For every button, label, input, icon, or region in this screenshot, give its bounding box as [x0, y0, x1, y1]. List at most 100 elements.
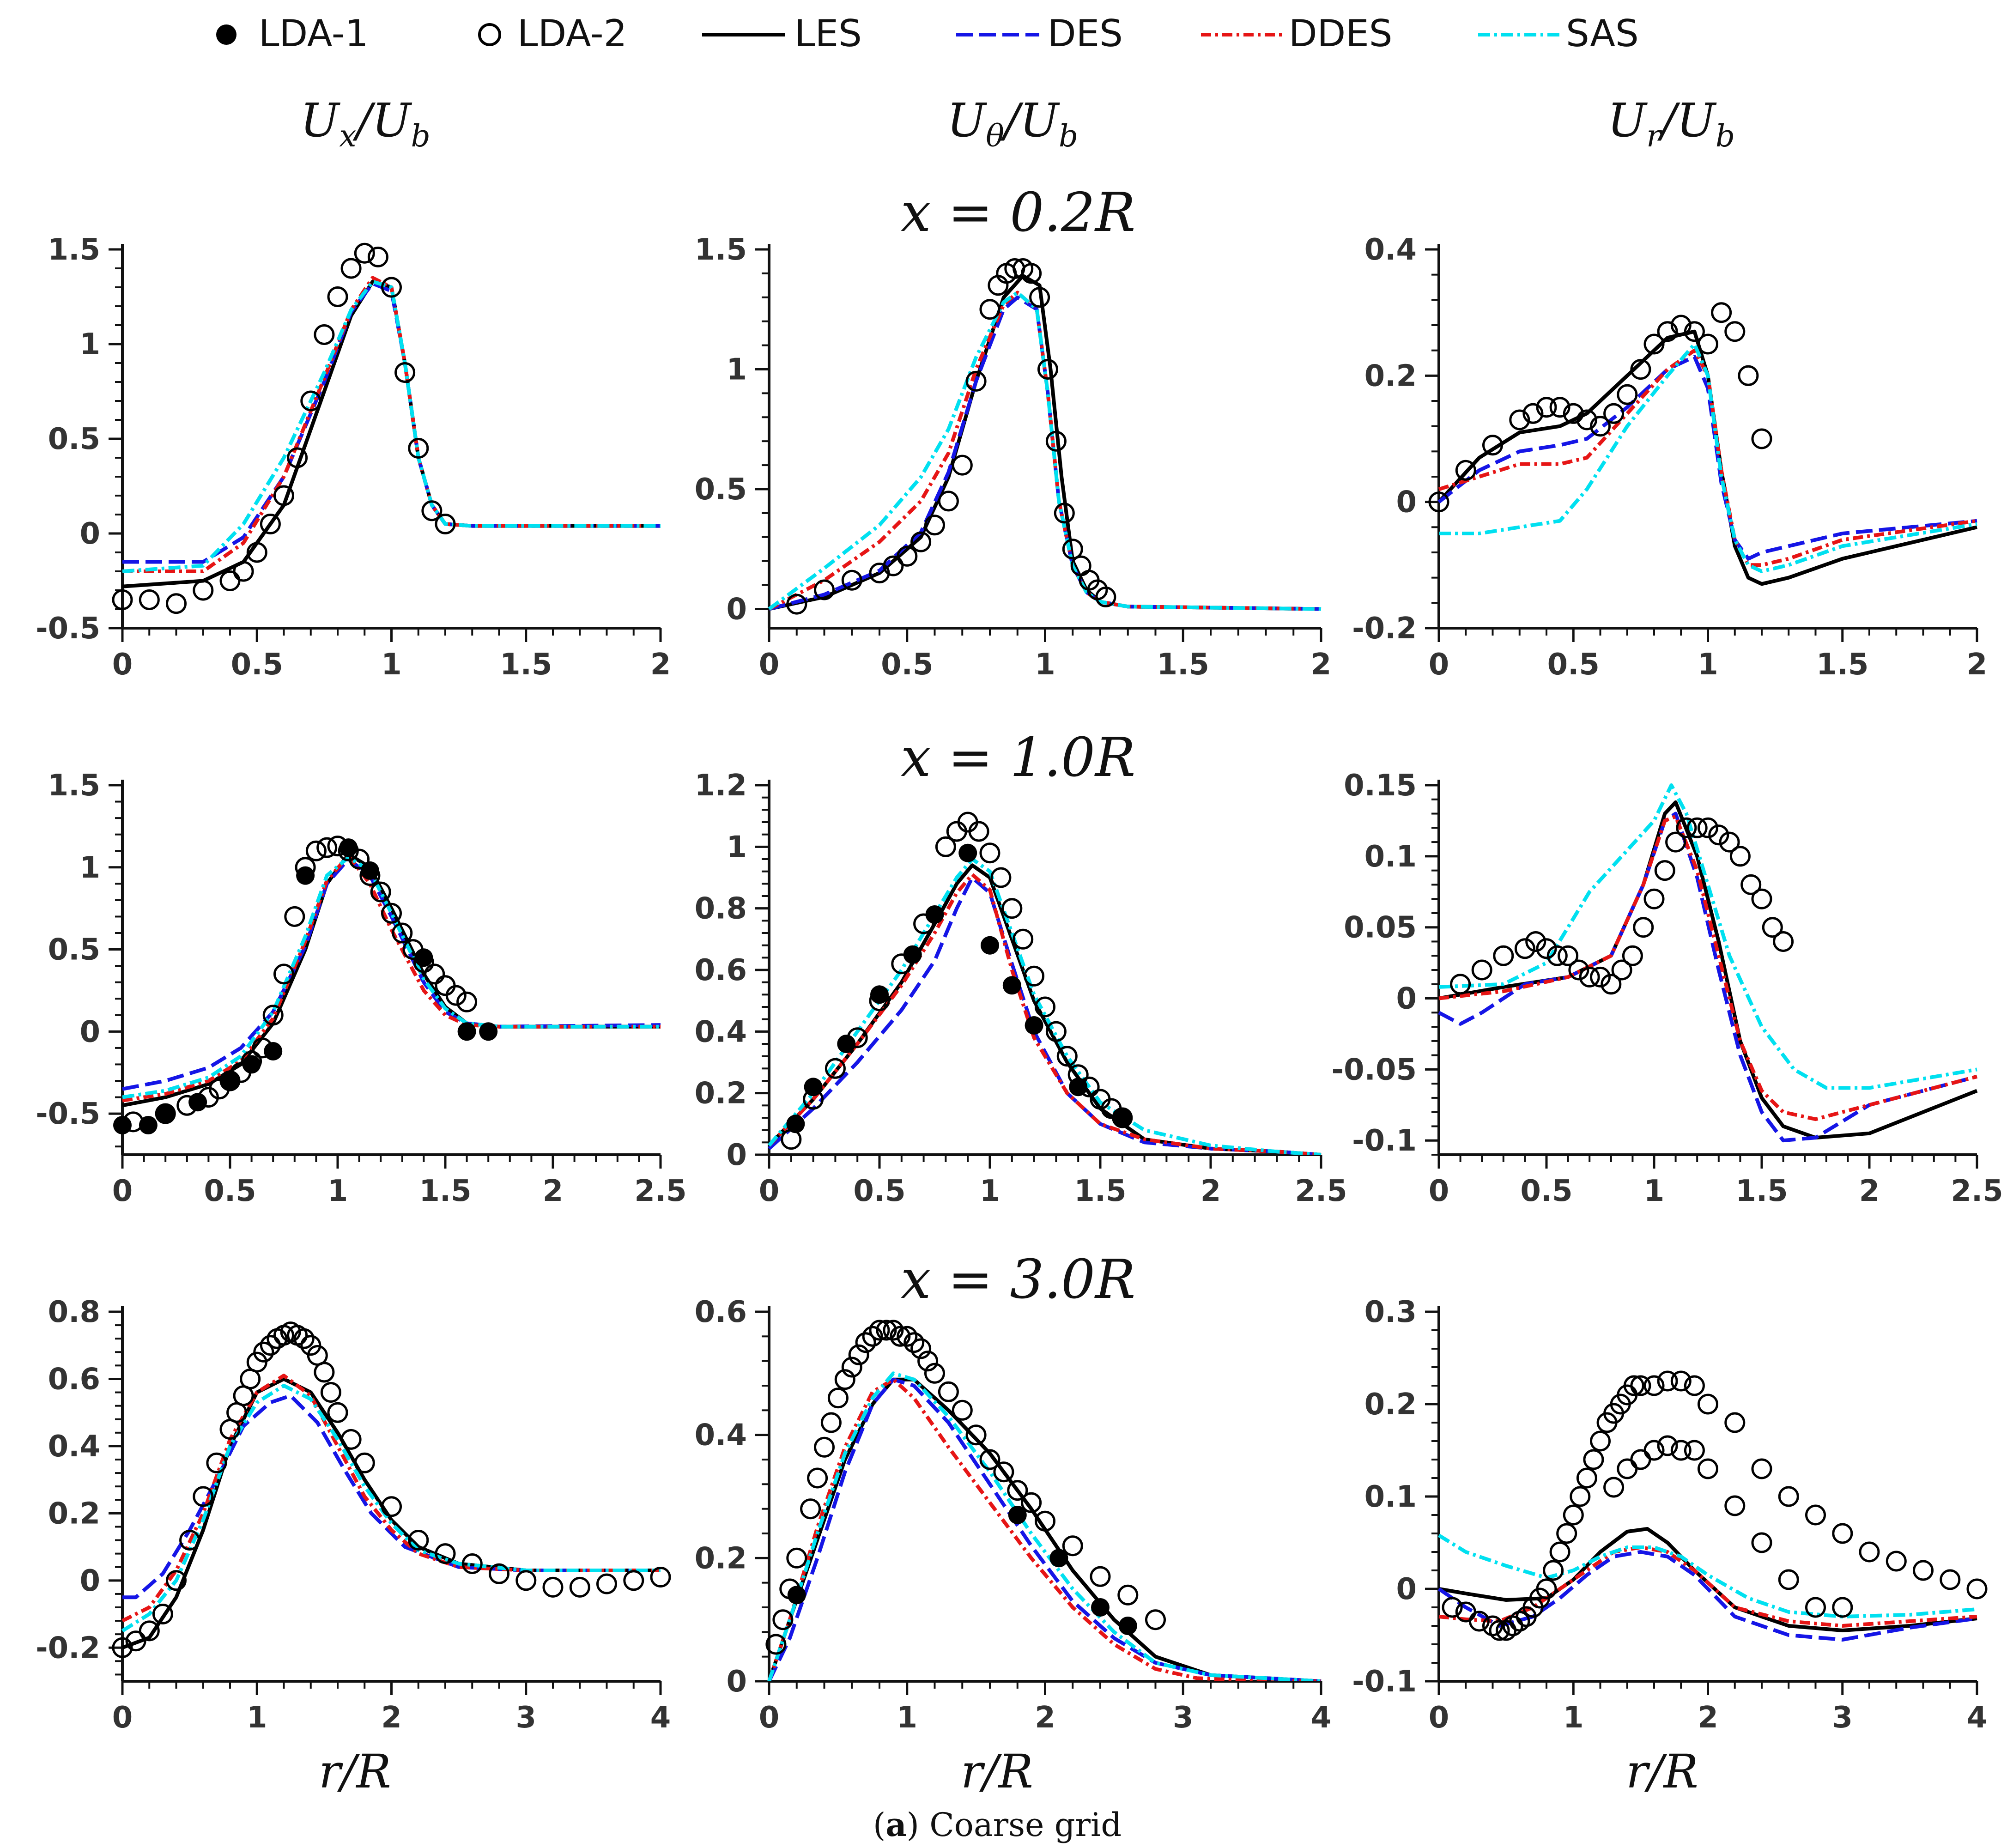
y-tick-label: 0.2 — [48, 1497, 100, 1531]
data-point-lda-2 — [233, 561, 254, 582]
data-point-lda-2 — [260, 1335, 281, 1356]
data-point-lda-2 — [1095, 587, 1116, 607]
data-point-lda-2 — [848, 1344, 869, 1365]
marker-group-lda-2 — [122, 836, 478, 1133]
data-point-lda-2 — [112, 1637, 133, 1658]
data-point-lda-2 — [1568, 959, 1589, 981]
data-point-lda-2 — [273, 485, 294, 506]
data-point-lda-2 — [1633, 917, 1654, 938]
data-point-lda-2 — [596, 1573, 617, 1594]
series-line-sas — [767, 857, 1322, 1155]
data-point-lda-2 — [193, 580, 214, 601]
data-point-lda-2 — [340, 1429, 362, 1450]
data-point-lda-2 — [155, 1103, 176, 1124]
y-tick-label: -0.1 — [1352, 1665, 1417, 1699]
data-point-lda-2 — [897, 1326, 918, 1347]
data-point-lda-2 — [800, 1498, 821, 1520]
x-tick-label: 1 — [247, 1701, 267, 1735]
data-point-lda-2 — [834, 1369, 855, 1390]
data-point-lda-2 — [965, 370, 987, 392]
data-point-lda-2 — [1762, 917, 1783, 938]
data-point-lda-1 — [264, 1042, 283, 1060]
y-tick-label: 1.5 — [695, 233, 747, 267]
series-line-les — [121, 1377, 661, 1650]
y-tick-label: 0.15 — [1344, 769, 1417, 803]
data-point-lda-2 — [1062, 539, 1083, 560]
data-point-lda-2 — [1525, 931, 1546, 952]
data-point-lda-2 — [445, 985, 467, 1006]
marker-group-lda-2 — [1442, 1370, 1988, 1641]
data-point-lda-2 — [367, 246, 388, 267]
data-point-lda-2 — [1489, 1620, 1510, 1641]
x-tick-label: 1.5 — [419, 1174, 471, 1208]
x-tick-label: 2 — [1035, 1701, 1055, 1735]
data-point-lda-2 — [1576, 409, 1597, 430]
marker-group-lda-2 — [765, 1320, 1166, 1655]
data-point-lda-2 — [952, 1400, 973, 1421]
data-point-lda-1 — [981, 936, 999, 955]
y-tick-label: 0 — [1396, 485, 1417, 520]
data-point-lda-1 — [786, 1115, 805, 1133]
data-point-lda-2 — [1708, 824, 1729, 846]
data-point-lda-2 — [1563, 403, 1584, 424]
x-tick-label: 0 — [1429, 1701, 1449, 1735]
data-point-lda-2 — [1007, 1480, 1028, 1501]
y-tick-label: 1.2 — [695, 769, 747, 803]
data-point-lda-2 — [1603, 1477, 1625, 1498]
series-line-des — [1438, 812, 1978, 1143]
data-point-lda-2 — [1509, 409, 1530, 430]
data-point-lda-2 — [1590, 1430, 1611, 1452]
data-point-lda-2 — [273, 963, 294, 985]
x-tick-label: 2.5 — [634, 1174, 686, 1208]
data-point-lda-2 — [1546, 945, 1568, 966]
data-point-lda-2 — [295, 857, 316, 878]
y-tick-label: 0.2 — [1364, 1388, 1417, 1422]
data-point-lda-2 — [938, 491, 959, 512]
marker-group-lda-2 — [112, 1321, 671, 1658]
marker-group-lda-2 — [1450, 817, 1794, 995]
x-tick-label: 0 — [112, 1174, 133, 1208]
chart-panel-6: 0 0.5 1 1.5 2 2.5 -0.1 -0.05 0 0.05 0.1 0.15 — [1332, 769, 2003, 1208]
series-line-les — [767, 1377, 1322, 1681]
data-point-lda-1 — [870, 985, 889, 1004]
x-tick-label: 0.5 — [881, 648, 933, 682]
data-point-lda-2 — [1684, 321, 1705, 342]
data-point-lda-2 — [1450, 974, 1471, 995]
y-tick-label: 0 — [1396, 1572, 1417, 1606]
chart-panel-7: 0 1 2 3 4 -0.2 0 0.2 0.4 0.6 0.8 — [36, 1295, 671, 1735]
legend-item-les: LES — [702, 12, 862, 55]
marker-group-lda-2 — [112, 242, 456, 614]
data-point-lda-2 — [1428, 491, 1449, 513]
data-point-lda-2 — [1079, 1076, 1100, 1097]
data-point-lda-1 — [139, 1116, 158, 1134]
data-point-lda-2 — [314, 1362, 335, 1383]
data-point-lda-2 — [424, 963, 445, 985]
data-point-lda-2 — [349, 848, 370, 870]
y-tick-label: 0 — [79, 517, 100, 551]
x-tick-label: 1.5 — [1735, 1174, 1788, 1208]
data-point-lda-2 — [1630, 359, 1651, 380]
legend-label: LES — [794, 12, 862, 55]
column-title-utheta: Uθ/Ub — [947, 93, 1078, 154]
series-line-les — [1438, 1527, 1977, 1632]
data-point-lda-2 — [862, 1326, 883, 1347]
chart-panel-2: 0 0.5 1 1.5 2 0 0.5 1 1.5 — [695, 233, 1332, 682]
data-point-lda-2 — [359, 865, 381, 886]
data-point-lda-2 — [246, 542, 267, 563]
data-point-lda-1 — [113, 1116, 132, 1134]
data-point-lda-2 — [1556, 1523, 1577, 1544]
data-point-lda-2 — [241, 1050, 262, 1072]
series-group — [767, 857, 1322, 1155]
data-point-lda-2 — [1442, 1597, 1463, 1618]
legend-item-lda-1: LDA-1 — [216, 12, 369, 55]
data-point-lda-2 — [1536, 397, 1557, 418]
data-point-lda-2 — [1724, 1412, 1746, 1433]
data-point-lda-2 — [917, 1351, 939, 1372]
data-point-lda-2 — [252, 1037, 273, 1059]
data-point-lda-2 — [786, 1547, 807, 1569]
data-point-lda-2 — [381, 903, 402, 924]
data-point-lda-2 — [139, 1620, 160, 1642]
data-point-lda-2 — [1090, 1566, 1111, 1587]
data-point-lda-2 — [1940, 1569, 1961, 1590]
y-tick-label: 0.1 — [1364, 840, 1417, 874]
